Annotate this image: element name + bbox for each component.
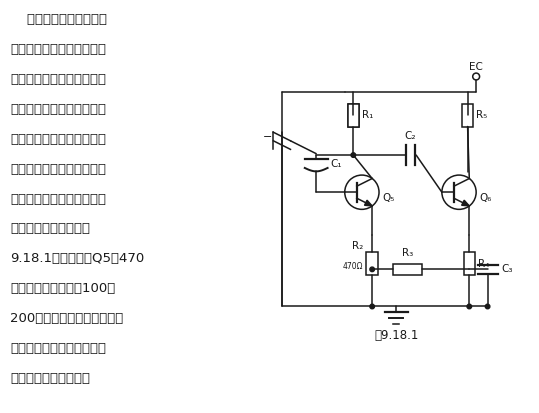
Text: 一台香港产丽佳牌单声: 一台香港产丽佳牌单声	[10, 13, 107, 26]
Text: 欧发射极电阻用一只100～: 欧发射极电阻用一只100～	[10, 282, 116, 295]
Text: 输出功率恢复了正常。: 输出功率恢复了正常。	[10, 373, 91, 385]
Bar	[393, 263, 422, 275]
Text: 200欧电阻代换后，减小了负: 200欧电阻代换后，减小了负	[10, 312, 124, 325]
Text: 障。怀疑由于工作日久磁头: 障。怀疑由于工作日久磁头	[10, 163, 107, 176]
Text: EC: EC	[469, 62, 483, 72]
Text: 放大器增益下降造成。将该: 放大器增益下降造成。将该	[10, 192, 107, 206]
Bar	[464, 252, 475, 275]
Text: −: −	[263, 131, 272, 142]
Bar	[348, 104, 359, 126]
Text: 输出功率明显不足，经检查: 输出功率明显不足，经检查	[10, 102, 107, 116]
Bar	[367, 252, 378, 275]
Text: 470Ω: 470Ω	[343, 262, 364, 271]
Text: R₄: R₄	[478, 259, 489, 268]
Text: R₅: R₅	[476, 110, 487, 120]
Text: 功率正常，而用磁带放音时: 功率正常，而用磁带放音时	[10, 73, 107, 85]
Bar	[462, 104, 473, 126]
Text: R₂: R₂	[353, 242, 364, 252]
Circle shape	[345, 175, 379, 209]
Text: R₃: R₃	[402, 248, 413, 258]
Text: 9.18.1）中晶体管Q5的470: 9.18.1）中晶体管Q5的470	[10, 252, 144, 266]
Circle shape	[442, 175, 476, 209]
Text: Q₆: Q₆	[479, 193, 492, 203]
Circle shape	[370, 304, 375, 309]
Text: C₂: C₂	[405, 131, 416, 141]
Circle shape	[370, 267, 375, 272]
Bar	[348, 104, 359, 126]
Text: 磁头放大器（电路如图: 磁头放大器（电路如图	[10, 223, 91, 235]
Text: 图9.18.1: 图9.18.1	[374, 329, 418, 342]
Circle shape	[485, 304, 490, 309]
Text: C₃: C₃	[502, 264, 513, 274]
Text: C₁: C₁	[330, 159, 342, 169]
Text: 磁头及有关电路均未发现故: 磁头及有关电路均未发现故	[10, 133, 107, 145]
Text: R₁: R₁	[362, 110, 374, 120]
Circle shape	[351, 153, 356, 157]
Circle shape	[467, 267, 472, 272]
Text: Q₅: Q₅	[382, 193, 394, 203]
Circle shape	[467, 304, 472, 309]
Polygon shape	[461, 200, 469, 206]
Polygon shape	[364, 200, 372, 206]
Text: 道收录机，收听广播时输出: 道收录机，收听广播时输出	[10, 43, 107, 56]
Text: 反馈，提高了放大器增益，: 反馈，提高了放大器增益，	[10, 342, 107, 356]
